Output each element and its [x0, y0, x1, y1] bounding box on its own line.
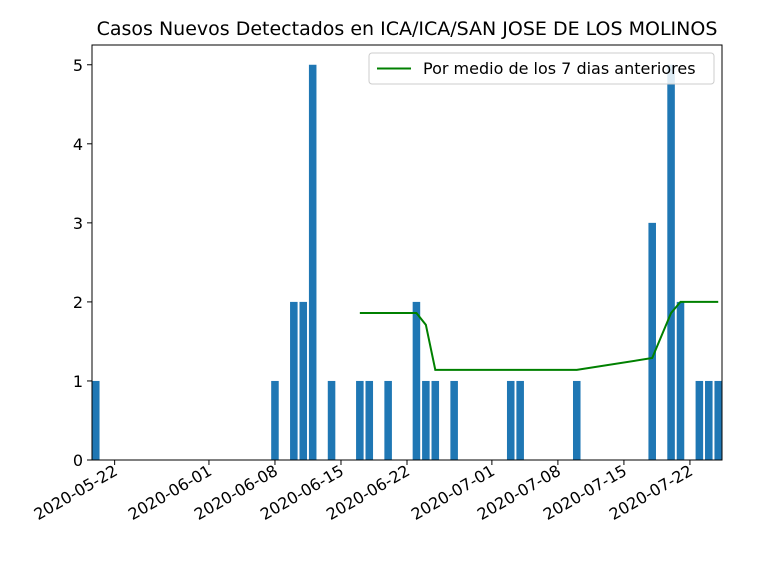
bar: [667, 64, 675, 460]
line-layer: [359, 300, 719, 371]
bar: [92, 380, 100, 460]
y-tick-label: 3: [73, 214, 83, 233]
bar: [431, 380, 440, 460]
y-tick-label: 1: [73, 372, 83, 391]
bar: [450, 380, 458, 460]
bar: [271, 380, 279, 460]
bar: [356, 380, 364, 460]
y-tick-label: 0: [73, 451, 83, 470]
legend-box: [368, 52, 715, 85]
x-tick-label: 2020-05-22: [31, 461, 121, 524]
bar: [714, 380, 722, 460]
bar: [506, 380, 515, 460]
bar: [572, 380, 581, 460]
bar: [308, 64, 317, 460]
legend-label: Por medio de los 7 dias anteriores: [423, 59, 696, 78]
y-tick-label: 4: [73, 135, 83, 154]
x-axis-ticks: 2020-05-22 2020-06-012020-06-082020-06-15…: [31, 460, 696, 524]
bar: [327, 380, 336, 460]
plot-frame: [91, 44, 723, 461]
legend: Por medio de los 7 dias anteriores: [368, 52, 715, 85]
bar: [365, 380, 374, 460]
series-line: [359, 300, 719, 371]
bar: [384, 380, 392, 460]
bar: [676, 301, 685, 460]
bars-layer: [92, 64, 722, 460]
y-tick-label: 2: [73, 293, 83, 312]
bar: [290, 301, 298, 460]
chart-title: Casos Nuevos Detectados en ICA/ICA/SAN J…: [97, 18, 718, 40]
bar: [422, 380, 430, 460]
y-tick-label: 5: [73, 56, 83, 75]
bar: [648, 222, 656, 460]
y-axis-ticks: 0 1 2 3 4 5: [73, 56, 92, 470]
bar: [516, 380, 524, 460]
bar: [412, 301, 421, 460]
bar: [695, 380, 704, 460]
bar: [705, 380, 713, 460]
bar: [299, 301, 308, 460]
